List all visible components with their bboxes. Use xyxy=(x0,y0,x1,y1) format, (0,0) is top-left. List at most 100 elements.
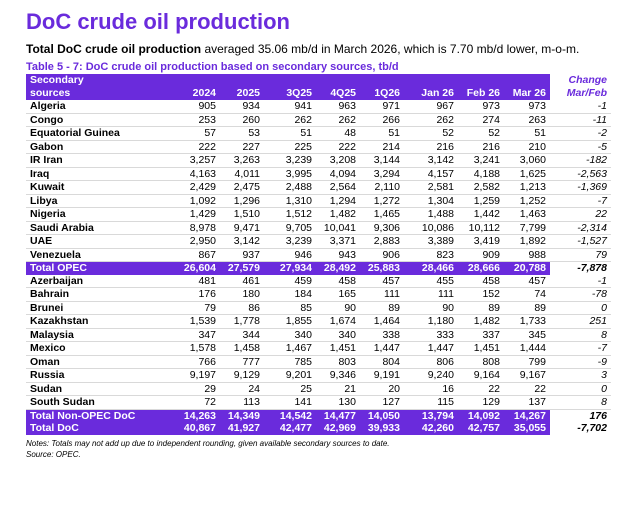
col-header: 1Q26 xyxy=(360,87,404,100)
table-row: Azerbaijan 481 461 459 458 457 455 458 457 -1 xyxy=(26,274,611,288)
value-cell: 9,705 xyxy=(272,221,316,235)
value-cell: 3,419 xyxy=(458,234,504,249)
value-cell: 906 xyxy=(360,248,404,262)
value-cell: 90 xyxy=(316,301,360,315)
value-cell: 340 xyxy=(316,328,360,342)
value-cell: 777 xyxy=(220,355,264,369)
change-cell: 0 xyxy=(550,301,611,315)
value-cell: 9,191 xyxy=(360,368,404,383)
value-cell: 1,465 xyxy=(360,207,404,222)
value-cell: 338 xyxy=(360,328,404,342)
change-cell: 3 xyxy=(550,368,611,383)
table-row: Oman 766 777 785 803 804 806 808 799 -9 xyxy=(26,355,611,369)
table-row: Nigeria 1,429 1,510 1,512 1,482 1,465 1,488 1,4… xyxy=(26,207,611,222)
value-cell: 29 xyxy=(176,382,220,396)
value-cell: 25 xyxy=(272,382,316,396)
change-cell: -2,314 xyxy=(550,221,611,235)
value-cell: 967 xyxy=(412,100,458,114)
change-cell: -11 xyxy=(550,113,611,127)
value-cell: 14,267 xyxy=(504,409,550,422)
value-cell: 216 xyxy=(412,140,458,154)
row-label: Russia xyxy=(26,368,176,383)
value-cell: 1,180 xyxy=(412,314,458,329)
value-cell: 1,733 xyxy=(504,314,550,329)
value-cell: 9,471 xyxy=(220,221,264,235)
value-cell: 3,294 xyxy=(360,167,404,181)
value-cell: 89 xyxy=(458,301,504,315)
value-cell: 28,492 xyxy=(316,261,360,275)
value-cell: 2,581 xyxy=(412,180,458,195)
value-cell: 51 xyxy=(360,126,404,141)
value-cell: 766 xyxy=(176,355,220,369)
value-cell: 1,482 xyxy=(316,207,360,222)
value-cell: 137 xyxy=(504,395,550,410)
total-row: Total Non-OPEC DoC 14,263 14,349 14,542 14,4… xyxy=(26,409,611,422)
row-label: Gabon xyxy=(26,140,176,154)
row-label: Libya xyxy=(26,194,176,208)
value-cell: 9,240 xyxy=(412,368,458,383)
value-cell: 455 xyxy=(412,274,458,288)
table-row: Congo 253 260 262 262 266 262 274 263 -11 xyxy=(26,113,611,127)
value-cell: 86 xyxy=(220,301,264,315)
value-cell: 3,142 xyxy=(220,234,264,249)
value-cell: 2,488 xyxy=(272,180,316,195)
value-cell: 1,451 xyxy=(458,341,504,356)
value-cell: 20 xyxy=(360,382,404,396)
change-cell: -2 xyxy=(550,126,611,141)
change-cell: 8 xyxy=(550,328,611,342)
value-cell: 1,213 xyxy=(504,180,550,195)
value-cell: 2,429 xyxy=(176,180,220,195)
value-cell: 3,142 xyxy=(412,153,458,168)
value-cell: 934 xyxy=(220,100,264,114)
change-cell: 79 xyxy=(550,248,611,262)
col-header: Feb 26 xyxy=(458,87,504,100)
value-cell: 3,371 xyxy=(316,234,360,249)
value-cell: 79 xyxy=(176,301,220,315)
change-cell: -2,563 xyxy=(550,167,611,181)
change-cell: -1 xyxy=(550,274,611,288)
value-cell: 799 xyxy=(504,355,550,369)
value-cell: 340 xyxy=(272,328,316,342)
value-cell: 347 xyxy=(176,328,220,342)
value-cell: 337 xyxy=(458,328,504,342)
row-label: South Sudan xyxy=(26,395,176,410)
value-cell: 165 xyxy=(316,287,360,302)
value-cell: 41,927 xyxy=(220,422,264,435)
value-cell: 27,579 xyxy=(220,261,264,275)
table-row: Brunei 79 86 85 90 89 90 89 89 0 xyxy=(26,301,611,315)
row-label: Venezuela xyxy=(26,248,176,262)
value-cell: 10,086 xyxy=(412,221,458,235)
table-row: Russia 9,197 9,129 9,201 9,346 9,191 9,240 9,16… xyxy=(26,368,611,383)
value-cell: 3,060 xyxy=(504,153,550,168)
value-cell: 20,788 xyxy=(504,261,550,275)
value-cell: 9,346 xyxy=(316,368,360,383)
change-cell: 22 xyxy=(550,207,611,222)
row-label: Algeria xyxy=(26,100,176,114)
value-cell: 113 xyxy=(220,395,264,410)
value-cell: 1,444 xyxy=(504,341,550,356)
value-cell: 130 xyxy=(316,395,360,410)
value-cell: 262 xyxy=(412,113,458,127)
value-cell: 262 xyxy=(316,113,360,127)
subtitle-rest: averaged 35.06 mb/d in March 2026, which… xyxy=(201,42,580,56)
table-row: Kazakhstan 1,539 1,778 1,855 1,674 1,464 1,180… xyxy=(26,314,611,329)
notes-text: Notes: Totals may not add up due to inde… xyxy=(26,438,390,448)
col-header: 2025 xyxy=(220,87,264,100)
value-cell: 225 xyxy=(272,140,316,154)
value-cell: 28,666 xyxy=(458,261,504,275)
table-caption: Table 5 - 7: DoC crude oil production ba… xyxy=(26,61,399,73)
value-cell: 7,799 xyxy=(504,221,550,235)
value-cell: 1,458 xyxy=(220,341,264,356)
value-cell: 988 xyxy=(504,248,550,262)
value-cell: 461 xyxy=(220,274,264,288)
value-cell: 823 xyxy=(412,248,458,262)
value-cell: 42,757 xyxy=(458,422,504,435)
value-cell: 176 xyxy=(176,287,220,302)
table-row: Algeria 905 934 941 963 971 967 973 973 -1 xyxy=(26,100,611,114)
table-row: Venezuela 867 937 946 943 906 823 909 988 79 xyxy=(26,248,611,262)
source-text: Source: OPEC. xyxy=(26,449,81,459)
row-label: Mexico xyxy=(26,341,176,356)
value-cell: 941 xyxy=(272,100,316,114)
value-cell: 1,310 xyxy=(272,194,316,208)
header-change-line1: Change xyxy=(550,74,611,87)
